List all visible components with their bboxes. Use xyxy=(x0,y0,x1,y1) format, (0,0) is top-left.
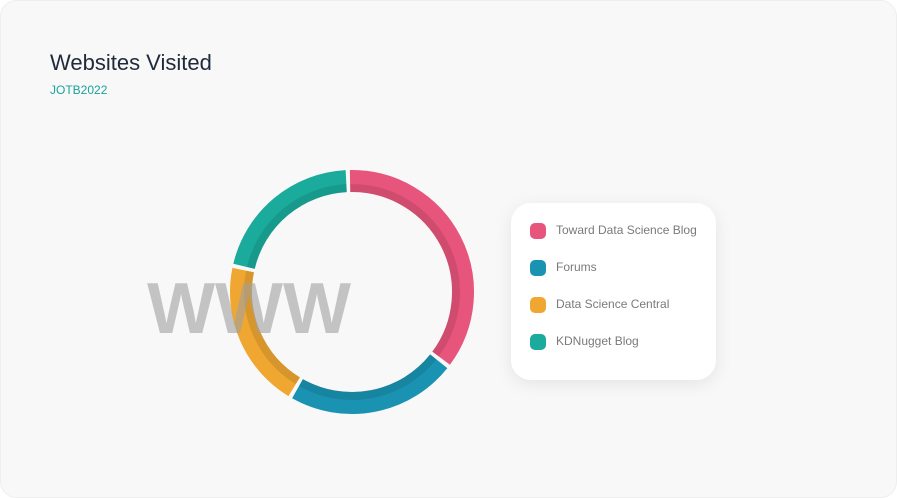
legend xyxy=(511,203,716,380)
legend-label: Forums xyxy=(556,260,597,274)
donut-segment xyxy=(230,267,301,397)
chart-subtitle: JOTB2022 xyxy=(50,83,108,97)
donut xyxy=(230,170,474,414)
segment-shade xyxy=(350,184,460,357)
legend-label: KDNugget Blog xyxy=(556,334,639,348)
legend-label: Data Science Central xyxy=(556,297,669,311)
legend-swatch xyxy=(530,297,546,313)
chart-title: Websites Visited xyxy=(50,50,212,75)
legend-swatch xyxy=(530,334,546,350)
center-text: WWW xyxy=(147,269,351,349)
donut-segment xyxy=(349,170,474,365)
legend-label: Toward Data Science Blog xyxy=(556,223,697,237)
segment-shade xyxy=(298,354,437,400)
legend-items: Toward Data Science Blog Forums Data Scien… xyxy=(530,223,697,350)
donut-segment xyxy=(292,354,448,414)
donut-segment xyxy=(233,170,348,270)
legend-swatch xyxy=(530,223,546,239)
legend-swatch xyxy=(530,260,546,276)
segment-shade xyxy=(244,270,300,385)
segment-shade xyxy=(246,184,347,269)
